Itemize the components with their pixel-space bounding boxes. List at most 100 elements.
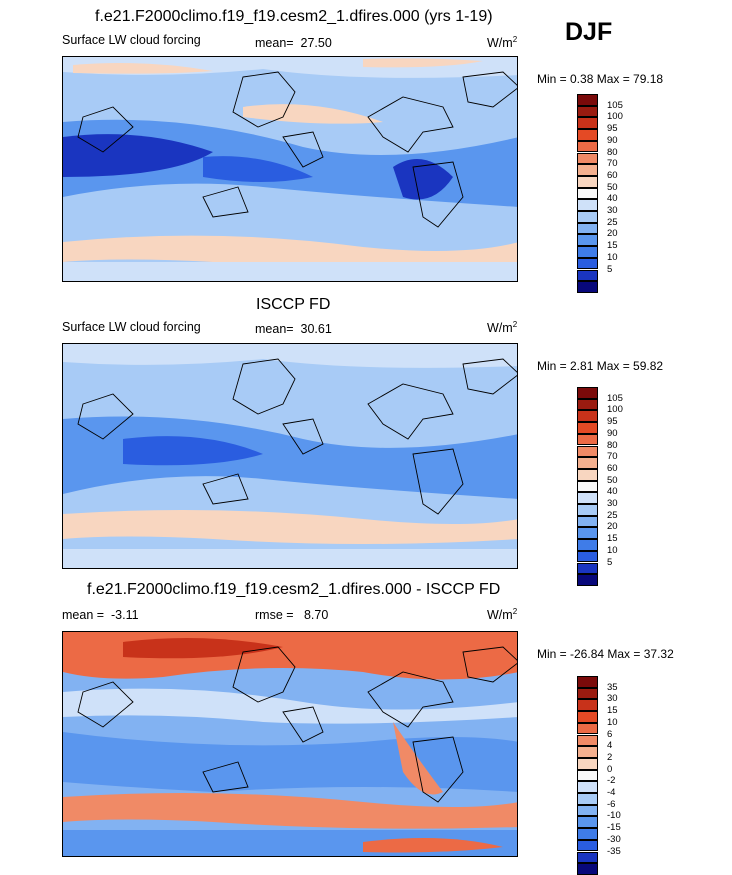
colorbar-tick-label: 105 (607, 392, 623, 404)
panel2-title: ISCCP FD (256, 296, 331, 313)
colorbar-cell (577, 246, 598, 258)
colorbar-cell (577, 211, 598, 223)
colorbar-tick-label: 10 (607, 544, 618, 556)
colorbar-cell (577, 746, 598, 758)
panel1-contour-field (63, 57, 517, 281)
colorbar-cell (577, 757, 598, 770)
panel3-colorbar (577, 676, 598, 875)
panel2-map (62, 343, 518, 569)
colorbar-cell (577, 234, 598, 247)
colorbar-tick-label: 80 (607, 146, 618, 158)
colorbar-cell (577, 152, 598, 165)
panel3-mean: mean = -3.11 (62, 608, 139, 622)
colorbar-cell (577, 574, 598, 586)
colorbar-cell (577, 117, 598, 130)
colorbar-tick-label: 5 (607, 556, 613, 568)
colorbar-tick-label: 15 (607, 705, 618, 717)
colorbar-tick-label: -6 (607, 798, 616, 810)
panel3-title: f.e21.F2000climo.f19_f19.cesm2_1.dfires.… (87, 581, 501, 598)
colorbar-tick-label: 80 (607, 439, 618, 451)
colorbar-tick-label: 30 (607, 498, 618, 509)
colorbar-tick-label: 40 (607, 193, 618, 205)
colorbar-cell (577, 433, 598, 446)
colorbar-tick-label: 25 (607, 509, 618, 521)
colorbar-cell (577, 711, 598, 723)
season-label: DJF (565, 18, 613, 46)
colorbar-tick-label: 6 (607, 728, 613, 740)
colorbar-tick-label: 105 (607, 99, 623, 111)
colorbar-cell (577, 422, 598, 434)
panel1-colorbar (577, 94, 598, 293)
colorbar-cell (577, 781, 598, 793)
colorbar-tick-label: -4 (607, 787, 616, 798)
colorbar-tick-label: 90 (607, 134, 618, 146)
colorbar-tick-label: 100 (607, 404, 623, 416)
panel2-colorbar (577, 387, 598, 586)
colorbar-tick-label: 60 (607, 169, 618, 181)
colorbar-cell (577, 492, 598, 504)
colorbar-tick-label: 50 (607, 181, 618, 193)
colorbar-cell (577, 175, 598, 188)
colorbar-tick-label: -30 (607, 833, 621, 845)
colorbar-cell (577, 398, 598, 411)
colorbar-cell (577, 539, 598, 551)
colorbar-tick-label: 90 (607, 427, 618, 439)
colorbar-cell (577, 504, 598, 516)
colorbar-cell (577, 804, 598, 817)
colorbar-cell (577, 480, 598, 493)
panel3-map (62, 631, 518, 857)
colorbar-cell (577, 687, 598, 700)
colorbar-cell (577, 410, 598, 423)
colorbar-cell (577, 527, 598, 540)
colorbar-tick-label: 35 (607, 681, 618, 693)
panel1-units: W/m2 (487, 35, 518, 51)
colorbar-tick-label: 100 (607, 111, 623, 123)
colorbar-tick-label: 50 (607, 474, 618, 486)
colorbar-tick-label: 15 (607, 533, 618, 545)
colorbar-cell (577, 199, 598, 211)
panel1-title: f.e21.F2000climo.f19_f19.cesm2_1.dfires.… (95, 8, 493, 25)
colorbar-tick-label: 95 (607, 123, 618, 135)
colorbar-cell (577, 94, 598, 106)
panel1-map (62, 56, 518, 282)
colorbar-tick-label: -10 (607, 810, 621, 822)
colorbar-cell (577, 515, 598, 528)
colorbar-cell (577, 550, 598, 563)
colorbar-cell (577, 457, 598, 469)
panel1-mean: mean= 27.50 (255, 36, 332, 50)
panel2-minmax: Min = 2.81 Max = 59.82 (537, 359, 664, 373)
panel2-mean: mean= 30.61 (255, 322, 332, 336)
colorbar-cell (577, 722, 598, 735)
colorbar-tick-label: 2 (607, 751, 613, 763)
panel3-minmax: Min = -26.84 Max = 37.32 (537, 647, 674, 661)
colorbar-cell (577, 769, 598, 782)
colorbar-tick-label: 10 (607, 716, 618, 728)
colorbar-tick-label: 25 (607, 216, 618, 228)
colorbar-cell (577, 699, 598, 712)
colorbar-cell (577, 793, 598, 805)
colorbar-tick-label: 30 (607, 205, 618, 216)
colorbar-cell (577, 445, 598, 458)
colorbar-cell (577, 387, 598, 399)
colorbar-tick-label: 15 (607, 240, 618, 252)
colorbar-tick-label: 5 (607, 263, 613, 275)
colorbar-cell (577, 816, 598, 829)
colorbar-cell (577, 129, 598, 141)
colorbar-cell (577, 839, 598, 852)
colorbar-cell (577, 222, 598, 235)
colorbar-cell (577, 468, 598, 481)
colorbar-cell (577, 562, 598, 575)
colorbar-tick-label: -15 (607, 822, 621, 834)
colorbar-cell (577, 828, 598, 840)
colorbar-tick-label: 4 (607, 740, 613, 752)
colorbar-cell (577, 105, 598, 118)
panel3-rmse: rmse = 8.70 (255, 608, 329, 622)
panel2-units: W/m2 (487, 320, 518, 336)
panel1-minmax: Min = 0.38 Max = 79.18 (537, 72, 664, 86)
colorbar-cell (577, 676, 598, 688)
colorbar-tick-label: 0 (607, 763, 613, 775)
colorbar-tick-label: 20 (607, 228, 618, 240)
colorbar-cell (577, 187, 598, 200)
panel2-contour-field (63, 344, 517, 568)
colorbar-cell (577, 164, 598, 176)
